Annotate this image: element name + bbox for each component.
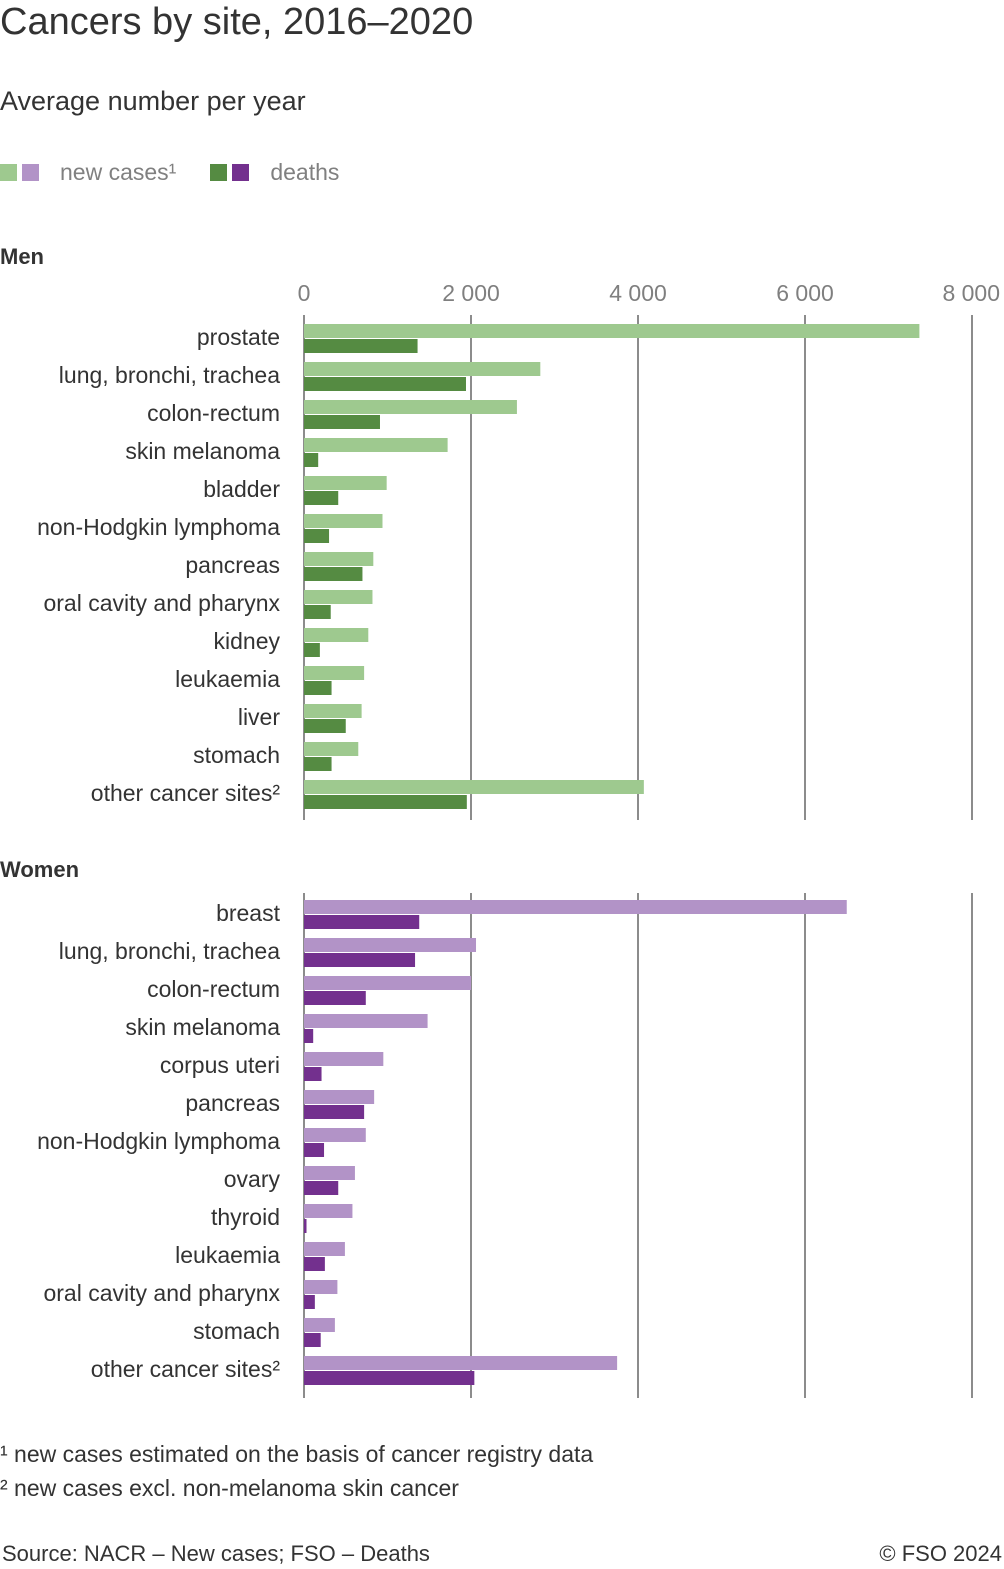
legend-swatch-women-deaths (232, 163, 250, 181)
bar-women-new-cases-other-cancer-sites (304, 1356, 618, 1370)
x-tick-label-6000: 6 000 (776, 280, 834, 306)
category-label-men-oral-cavity-and-pharynx: oral cavity and pharynx (43, 590, 280, 616)
bar-women-new-cases-ovary (304, 1166, 355, 1180)
bar-women-new-cases-thyroid (304, 1204, 353, 1218)
bar-women-new-cases-non-hodgkin-lymphoma (304, 1128, 366, 1142)
category-label-women-non-hodgkin-lymphoma: non-Hodgkin lymphoma (37, 1128, 280, 1154)
bar-men-deaths-stomach (304, 757, 332, 771)
bar-women-new-cases-stomach (304, 1318, 335, 1332)
bar-men-new-cases-leukaemia (304, 666, 365, 680)
category-label-women-skin-melanoma: skin melanoma (125, 1014, 280, 1040)
category-label-men-lung-bronchi-trachea: lung, bronchi, trachea (59, 362, 280, 388)
bar-men-deaths-other-cancer-sites (304, 795, 467, 809)
bar-women-deaths-thyroid (304, 1219, 307, 1233)
bar-women-deaths-corpus-uteri (304, 1067, 322, 1081)
x-tick-label-8000: 8 000 (942, 280, 1000, 306)
footnote-1: ¹ new cases estimated on the basis of ca… (0, 1441, 594, 1467)
bar-women-new-cases-breast (304, 900, 847, 914)
bar-men-new-cases-liver (304, 704, 362, 718)
footnote-2: ² new cases excl. non-melanoma skin canc… (0, 1475, 459, 1501)
category-label-men-non-hodgkin-lymphoma: non-Hodgkin lymphoma (37, 514, 280, 540)
category-label-women-other-cancer-sites: other cancer sites² (91, 1356, 281, 1382)
legend-swatch-women-new-cases (22, 163, 39, 181)
category-label-women-ovary: ovary (224, 1166, 281, 1192)
bar-women-deaths-colon-rectum (304, 991, 366, 1005)
bar-men-deaths-bladder (304, 491, 339, 505)
bar-women-new-cases-corpus-uteri (304, 1052, 384, 1066)
bar-men-new-cases-prostate (304, 324, 920, 338)
bar-women-deaths-non-hodgkin-lymphoma (304, 1143, 325, 1157)
category-label-women-corpus-uteri: corpus uteri (160, 1052, 280, 1078)
bar-women-deaths-ovary (304, 1181, 339, 1195)
bar-women-deaths-other-cancer-sites (304, 1371, 475, 1385)
category-label-women-thyroid: thyroid (211, 1204, 280, 1230)
bar-men-new-cases-other-cancer-sites (304, 780, 644, 794)
panel-title-women: Women (0, 857, 79, 882)
bar-men-deaths-non-hodgkin-lymphoma (304, 529, 330, 543)
legend-swatch-men-new-cases (0, 163, 17, 181)
category-label-women-pancreas: pancreas (185, 1090, 280, 1116)
bar-chart: Men 0 2 000 4 000 6 000 8 000 prostate lung, br… (0, 244, 1000, 1398)
bar-men-new-cases-skin-melanoma (304, 438, 448, 452)
bar-men-deaths-leukaemia (304, 681, 332, 695)
category-label-men-other-cancer-sites: other cancer sites² (91, 780, 281, 806)
bar-men-deaths-liver (304, 719, 346, 733)
bar-men-new-cases-non-hodgkin-lymphoma (304, 514, 383, 528)
category-label-women-stomach: stomach (193, 1318, 280, 1344)
bar-men-deaths-kidney (304, 643, 320, 657)
x-tick-label-0: 0 (298, 280, 311, 306)
chart-title: Cancers by site, 2016–2020 (0, 1, 474, 43)
category-label-women-colon-rectum: colon-rectum (147, 976, 280, 1002)
bar-women-deaths-pancreas (304, 1105, 365, 1119)
copyright-note: © FSO 2024 (879, 1541, 1002, 1566)
bar-men-deaths-colon-rectum (304, 415, 380, 429)
x-tick-label-4000: 4 000 (609, 280, 667, 306)
category-label-men-leukaemia: leukaemia (175, 666, 280, 692)
bar-women-deaths-skin-melanoma (304, 1029, 314, 1043)
bar-men-new-cases-lung-bronchi-trachea (304, 362, 541, 376)
bar-men-new-cases-pancreas (304, 552, 374, 566)
category-label-men-colon-rectum: colon-rectum (147, 400, 280, 426)
x-tick-label-2000: 2 000 (442, 280, 500, 306)
bar-women-deaths-breast (304, 915, 420, 929)
bar-men-new-cases-stomach (304, 742, 359, 756)
category-label-women-leukaemia: leukaemia (175, 1242, 280, 1268)
legend-swatch-men-deaths (210, 163, 228, 181)
category-label-men-kidney: kidney (214, 628, 281, 654)
bar-men-deaths-skin-melanoma (304, 453, 319, 467)
bar-men-new-cases-kidney (304, 628, 369, 642)
bar-men-deaths-prostate (304, 339, 418, 353)
bar-men-new-cases-colon-rectum (304, 400, 517, 414)
category-label-women-breast: breast (216, 900, 281, 926)
bar-men-new-cases-oral-cavity-and-pharynx (304, 590, 373, 604)
bar-women-new-cases-skin-melanoma (304, 1014, 428, 1028)
bar-women-deaths-oral-cavity-and-pharynx (304, 1295, 315, 1309)
category-label-men-pancreas: pancreas (185, 552, 280, 578)
bar-men-deaths-lung-bronchi-trachea (304, 377, 466, 391)
chart-subtitle: Average number per year (0, 86, 306, 116)
bar-women-deaths-lung-bronchi-trachea (304, 953, 416, 967)
panel-title-men: Men (0, 244, 44, 269)
legend-label-deaths: deaths (270, 158, 340, 185)
bar-women-new-cases-pancreas (304, 1090, 375, 1104)
category-label-men-liver: liver (238, 704, 281, 730)
source-note: Source: NACR – New cases; FSO – Deaths (2, 1541, 430, 1566)
category-label-women-lung-bronchi-trachea: lung, bronchi, trachea (59, 938, 280, 964)
bar-women-new-cases-leukaemia (304, 1242, 345, 1256)
bar-women-new-cases-lung-bronchi-trachea (304, 938, 477, 952)
category-label-women-oral-cavity-and-pharynx: oral cavity and pharynx (43, 1280, 280, 1306)
bar-men-deaths-pancreas (304, 567, 363, 581)
bar-women-new-cases-oral-cavity-and-pharynx (304, 1280, 338, 1294)
category-label-men-prostate: prostate (197, 324, 280, 350)
category-label-men-stomach: stomach (193, 742, 280, 768)
bar-women-deaths-stomach (304, 1333, 321, 1347)
bar-women-new-cases-colon-rectum (304, 976, 471, 990)
bar-women-deaths-leukaemia (304, 1257, 325, 1271)
bar-men-deaths-oral-cavity-and-pharynx (304, 605, 331, 619)
legend-label-new-cases: new cases¹ (60, 158, 177, 185)
category-label-men-bladder: bladder (203, 476, 280, 502)
legend: new cases¹ deaths (0, 155, 373, 189)
category-label-men-skin-melanoma: skin melanoma (125, 438, 280, 464)
bar-men-new-cases-bladder (304, 476, 387, 490)
